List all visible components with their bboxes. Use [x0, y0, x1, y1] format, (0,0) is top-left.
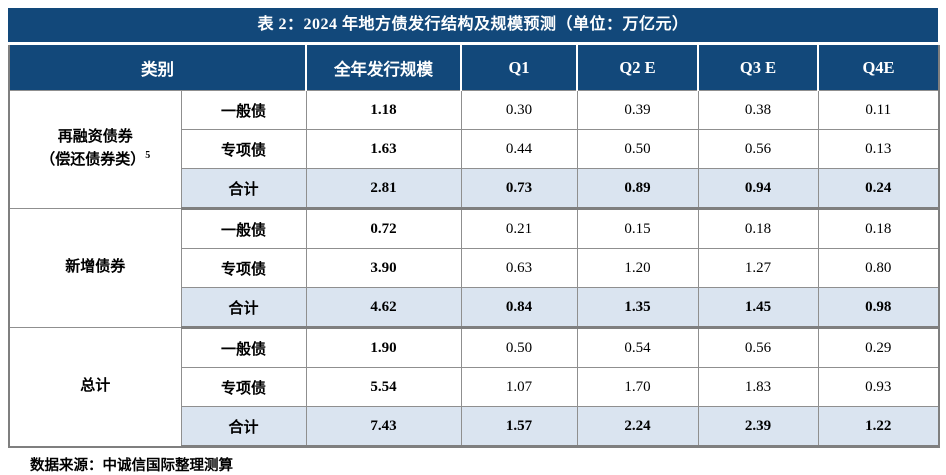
cell-q2: 1.20 — [576, 248, 699, 288]
header-row: 类别 全年发行规模 Q1 Q2 E Q3 E Q4E — [9, 45, 939, 91]
cell-q2: 0.89 — [576, 168, 699, 210]
cell-q1: 0.63 — [460, 248, 578, 288]
table-row: 再融资债券 （偿还债券类）5 一般债 1.18 0.30 0.39 0.38 0… — [8, 90, 940, 209]
row-label: 专项债 — [180, 129, 307, 169]
row-label: 专项债 — [180, 248, 307, 288]
row-label: 合计 — [180, 168, 307, 210]
cell-q2: 0.15 — [576, 208, 699, 249]
cell-q1: 0.84 — [460, 287, 578, 329]
cell-q3: 0.56 — [697, 129, 819, 169]
table-row: 专项债 1.63 0.44 0.50 0.56 0.13 — [9, 129, 940, 169]
bond-forecast-table: 类别 全年发行规模 Q1 Q2 E Q3 E Q4E 再融资债券 （偿还债券类）… — [8, 45, 940, 448]
cell-q4: 0.11 — [817, 90, 940, 130]
cell-annual: 3.90 — [305, 248, 462, 288]
cell-annual: 1.18 — [305, 90, 462, 130]
cell-q4: 0.18 — [817, 208, 940, 249]
cell-q4: 0.24 — [817, 168, 940, 210]
cell-q1: 1.57 — [460, 406, 578, 448]
cell-q4: 0.80 — [817, 248, 940, 288]
row-label: 专项债 — [180, 367, 307, 407]
cell-q2: 2.24 — [576, 406, 699, 448]
subtotal-row: 合计 2.81 0.73 0.89 0.94 0.24 — [9, 168, 940, 210]
row-label: 合计 — [180, 406, 307, 448]
cell-q3: 0.18 — [697, 208, 819, 249]
cell-q2: 1.35 — [576, 287, 699, 329]
cell-q1: 1.07 — [460, 367, 578, 407]
cell-q2: 0.50 — [576, 129, 699, 169]
cell-q4: 1.22 — [817, 406, 940, 448]
row-label: 一般债 — [180, 327, 307, 368]
cell-q3: 2.39 — [697, 406, 819, 448]
col-header-q4e: Q4E — [817, 45, 939, 91]
cell-q3: 1.27 — [697, 248, 819, 288]
cell-q1: 0.50 — [460, 327, 578, 368]
col-header-q2e: Q2 E — [576, 45, 698, 91]
category-cell-grand-total: 总计 — [8, 327, 182, 447]
cell-annual: 2.81 — [305, 168, 462, 210]
cell-q4: 0.93 — [817, 367, 940, 407]
cell-q3: 0.94 — [697, 168, 819, 210]
cell-q1: 0.73 — [460, 168, 578, 210]
col-header-q3e: Q3 E — [697, 45, 818, 91]
cell-annual: 5.54 — [305, 367, 462, 407]
cell-q1: 0.30 — [460, 90, 578, 130]
cell-q1: 0.21 — [460, 208, 578, 249]
col-header-annual: 全年发行规模 — [305, 45, 461, 91]
cell-annual: 7.43 — [305, 406, 462, 448]
cell-annual: 4.62 — [305, 287, 462, 329]
table-row: 新增债券 一般债 0.72 0.21 0.15 0.18 0.18 — [8, 208, 940, 328]
cell-q4: 0.13 — [817, 129, 940, 169]
table-title: 表 2：2024 年地方债发行结构及规模预测（单位：万亿元） — [8, 8, 938, 42]
cell-q4: 0.29 — [817, 327, 940, 368]
cell-q3: 1.45 — [697, 287, 819, 329]
row-label: 一般债 — [180, 90, 307, 130]
cell-q2: 0.54 — [576, 327, 699, 368]
col-header-category: 类别 — [9, 45, 306, 91]
category-cell-new-bonds: 新增债券 — [8, 208, 182, 328]
category-label-line1: 再融资债券 — [57, 129, 133, 146]
col-header-q1: Q1 — [460, 45, 577, 91]
table-row: 总计 一般债 1.90 0.50 0.54 0.56 0.29 — [8, 327, 940, 447]
cell-annual: 1.90 — [305, 327, 462, 368]
cell-annual: 1.63 — [305, 129, 462, 169]
cell-q3: 0.56 — [697, 327, 819, 368]
subtotal-row: 合计 4.62 0.84 1.35 1.45 0.98 — [9, 287, 940, 329]
table-row: 专项债 3.90 0.63 1.20 1.27 0.80 — [9, 248, 940, 288]
cell-q3: 1.83 — [697, 367, 819, 407]
cell-q2: 0.39 — [576, 90, 699, 130]
row-label: 一般债 — [180, 208, 307, 249]
table-row: 专项债 5.54 1.07 1.70 1.83 0.93 — [9, 367, 940, 407]
cell-q4: 0.98 — [817, 287, 940, 329]
row-label: 合计 — [180, 287, 307, 329]
cell-q2: 1.70 — [576, 367, 699, 407]
cell-q1: 0.44 — [460, 129, 578, 169]
category-cell-refinancing: 再融资债券 （偿还债券类）5 — [8, 90, 182, 209]
subtotal-row: 合计 7.43 1.57 2.24 2.39 1.22 — [9, 406, 940, 448]
category-label-line2: （偿还债券类） — [40, 152, 146, 168]
cell-annual: 0.72 — [305, 208, 462, 249]
data-source-note: 数据来源：中诚信国际整理测算 — [30, 458, 233, 474]
footnote-marker: 5 — [145, 150, 151, 161]
cell-q3: 0.38 — [697, 90, 819, 130]
